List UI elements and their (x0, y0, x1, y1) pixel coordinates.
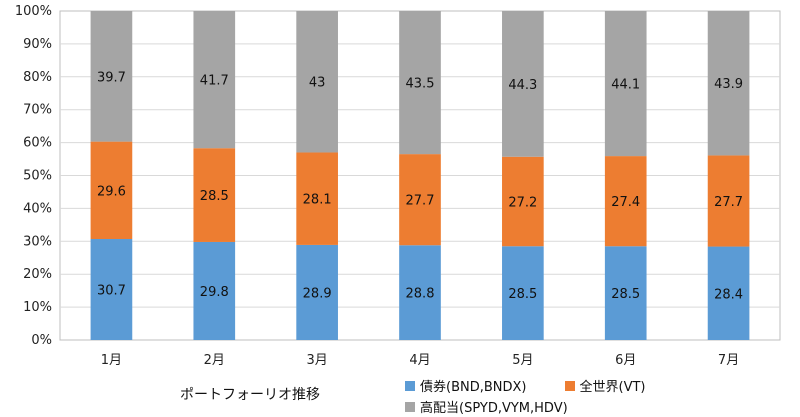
bar-segment (707, 246, 750, 340)
bar-segment (193, 148, 236, 242)
legend-swatch (405, 380, 415, 391)
bar-segment (399, 11, 441, 155)
data-label: 27.7 (406, 194, 435, 209)
x-tick-label: 4月 (409, 353, 430, 368)
y-tick-label: 30% (23, 234, 52, 249)
y-tick-label: 90% (23, 37, 52, 52)
bar-segment (707, 155, 750, 247)
data-label: 28.5 (611, 287, 640, 302)
y-axis: 0% 10% 20% 30% 40% 50% 60% 70% 80% 90% 100% (15, 4, 780, 348)
data-label: 41.7 (200, 74, 229, 89)
bar-segment (90, 11, 133, 142)
x-tick-label: 7月 (718, 353, 739, 368)
data-label: 29.8 (200, 285, 229, 300)
y-tick-label: 70% (23, 103, 52, 118)
x-tick-label: 6月 (615, 353, 636, 368)
legend-label: 全世界(VT) (579, 380, 646, 395)
data-label: 29.6 (97, 184, 126, 199)
legend-label: 高配当(SPYD,VYM,HDV) (420, 401, 568, 416)
legend: 債券(BND,BNDX) 全世界(VT) 高配当(SPYD,VYM,HDV) (405, 375, 683, 417)
bar-segment (399, 245, 441, 340)
bar-segment (502, 246, 544, 340)
y-tick-label: 80% (23, 70, 52, 85)
legend-label: 債券(BND,BNDX) (420, 380, 527, 395)
data-label: 28.4 (714, 287, 743, 302)
y-tick-label: 40% (23, 201, 52, 216)
bar-segment (90, 141, 133, 239)
data-label: 30.7 (97, 283, 126, 298)
legend-swatch (564, 380, 575, 391)
y-tick-label: 50% (23, 169, 52, 184)
legend-item-high-dividend: 高配当(SPYD,VYM,HDV) (405, 397, 568, 416)
y-tick-label: 60% (23, 136, 52, 151)
legend-swatch (405, 401, 415, 412)
x-tick-label: 1月 (101, 353, 122, 368)
data-label: 27.7 (714, 195, 743, 210)
data-label: 28.9 (303, 286, 332, 301)
x-tick-label: 2月 (204, 353, 225, 368)
data-labels: 30.7 29.6 39.7 29.8 28.5 41.7 28.9 28.1 43 28.8 27… (97, 70, 743, 302)
data-label: 27.4 (611, 195, 640, 210)
data-label: 27.2 (508, 195, 537, 210)
data-label: 28.8 (406, 287, 435, 302)
y-tick-label: 10% (23, 300, 52, 315)
legend-row: 高配当(SPYD,VYM,HDV) (405, 396, 683, 417)
bar-segment (193, 241, 236, 340)
bar-segment (90, 238, 133, 340)
x-tick-label: 5月 (512, 353, 533, 368)
data-label: 39.7 (97, 70, 126, 85)
bar-segment (296, 244, 338, 340)
bar-segment (399, 154, 441, 246)
y-tick-label: 100% (15, 4, 52, 19)
bar-segment (193, 11, 236, 149)
legend-item-world: 全世界(VT) (564, 376, 646, 395)
data-label: 28.5 (508, 287, 537, 302)
bar-segment (707, 11, 750, 156)
legend-item-bonds: 債券(BND,BNDX) (405, 376, 527, 395)
data-label: 28.1 (303, 193, 332, 208)
data-label: 43.9 (714, 77, 743, 92)
data-label: 43.5 (406, 77, 435, 92)
bar-segment (604, 246, 647, 340)
bar-segment (604, 11, 647, 157)
bar-segment (604, 156, 647, 247)
data-label: 44.3 (508, 78, 537, 93)
chart-caption: ポートフォーリオ推移 (180, 387, 320, 403)
x-axis: 1月 2月 3月 4月 5月 6月 7月 (101, 353, 739, 368)
legend-row: 債券(BND,BNDX) 全世界(VT) (405, 375, 683, 396)
bar-segment (296, 11, 338, 153)
bar-segment (502, 11, 544, 157)
data-label: 43 (309, 76, 326, 91)
y-tick-label: 0% (31, 333, 52, 348)
y-tick-label: 20% (23, 267, 52, 282)
bar-segment (296, 152, 338, 245)
data-label: 44.1 (611, 78, 640, 93)
bars (90, 11, 750, 340)
bar-segment (502, 156, 544, 247)
data-label: 28.5 (200, 189, 229, 204)
x-tick-label: 3月 (307, 353, 328, 368)
